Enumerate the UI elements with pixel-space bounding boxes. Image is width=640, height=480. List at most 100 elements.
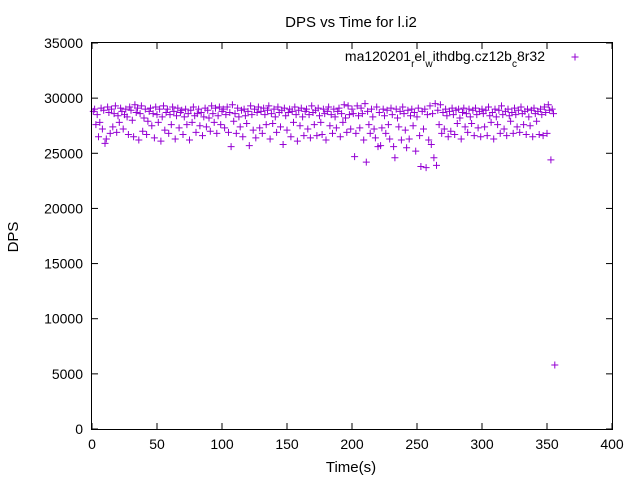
data-point	[513, 123, 521, 131]
data-point	[478, 105, 486, 113]
data-point	[199, 132, 206, 140]
data-point	[215, 103, 223, 111]
data-point	[526, 122, 534, 130]
data-point	[459, 108, 466, 116]
data-point	[492, 113, 500, 121]
data-point	[305, 111, 313, 119]
y-axis-label: DPS	[5, 222, 22, 253]
data-point	[326, 122, 334, 130]
data-point	[369, 113, 377, 121]
data-point	[223, 103, 231, 111]
data-point	[544, 101, 552, 109]
data-point	[433, 161, 440, 169]
data-point	[95, 133, 102, 141]
data-point	[474, 124, 482, 132]
x-tick-label: 0	[88, 436, 96, 452]
data-point	[382, 129, 390, 137]
data-point	[280, 104, 288, 112]
data-point	[297, 104, 305, 112]
data-point	[113, 128, 121, 136]
data-point	[388, 111, 396, 119]
data-point	[442, 105, 450, 113]
data-point	[262, 121, 270, 129]
data-point	[228, 101, 236, 109]
data-point	[303, 105, 310, 113]
data-point	[423, 111, 431, 119]
data-point	[240, 105, 248, 113]
data-point	[465, 105, 473, 113]
data-point	[512, 111, 520, 119]
data-point	[274, 103, 282, 111]
x-tick-label: 200	[340, 436, 364, 452]
data-point	[365, 121, 373, 129]
data-point	[509, 129, 517, 137]
data-point	[357, 104, 365, 112]
data-point	[169, 103, 177, 111]
data-point	[404, 106, 412, 114]
data-point	[141, 105, 149, 113]
data-point	[425, 136, 433, 144]
data-point	[260, 104, 268, 112]
data-point	[503, 132, 511, 140]
data-point	[175, 124, 183, 132]
data-point	[292, 111, 300, 119]
data-point	[174, 104, 182, 112]
data-point	[153, 111, 161, 119]
data-point	[436, 101, 444, 109]
data-point	[258, 129, 266, 137]
legend-plus-marker	[571, 53, 579, 61]
data-point	[287, 133, 295, 141]
data-point	[277, 123, 284, 131]
data-point	[462, 110, 470, 118]
data-point	[451, 131, 459, 139]
data-point	[267, 110, 275, 118]
data-point	[209, 110, 217, 118]
legend: ma120201relwithdbg.cz12bc8r32	[345, 48, 579, 70]
data-point	[165, 129, 173, 137]
data-point	[335, 104, 343, 112]
data-point	[196, 122, 204, 130]
data-point	[117, 104, 125, 112]
data-point	[318, 131, 326, 139]
data-point	[214, 112, 222, 120]
data-point	[349, 110, 357, 118]
data-point	[410, 108, 418, 116]
data-point	[403, 144, 411, 152]
data-point	[447, 127, 455, 135]
data-point	[291, 103, 299, 111]
data-point	[322, 136, 330, 144]
data-point	[91, 105, 99, 113]
data-point	[167, 121, 175, 129]
data-point	[443, 112, 451, 120]
data-point	[334, 107, 342, 115]
data-point	[192, 128, 200, 136]
data-point	[221, 124, 229, 132]
data-point	[156, 105, 164, 113]
data-point	[381, 112, 388, 120]
data-point	[132, 108, 140, 116]
data-point	[466, 113, 474, 121]
data-point	[386, 135, 394, 143]
data-point	[422, 164, 430, 172]
data-point	[468, 120, 476, 128]
data-point	[170, 107, 178, 115]
data-point	[235, 113, 243, 121]
data-point	[136, 110, 144, 118]
data-point	[508, 108, 516, 116]
data-point	[306, 134, 314, 142]
data-point	[375, 108, 383, 116]
data-point	[358, 110, 366, 118]
y-tick-label: 10000	[44, 311, 83, 327]
data-point	[100, 106, 108, 114]
data-point	[127, 106, 135, 114]
data-point	[483, 132, 491, 140]
data-point	[232, 129, 240, 137]
x-tick-label: 250	[405, 436, 429, 452]
data-point	[397, 136, 405, 144]
data-point	[158, 113, 166, 121]
x-tick-label: 150	[275, 436, 299, 452]
data-point	[395, 123, 403, 131]
data-point	[279, 140, 287, 148]
data-point	[150, 134, 158, 142]
data-point	[130, 133, 138, 141]
